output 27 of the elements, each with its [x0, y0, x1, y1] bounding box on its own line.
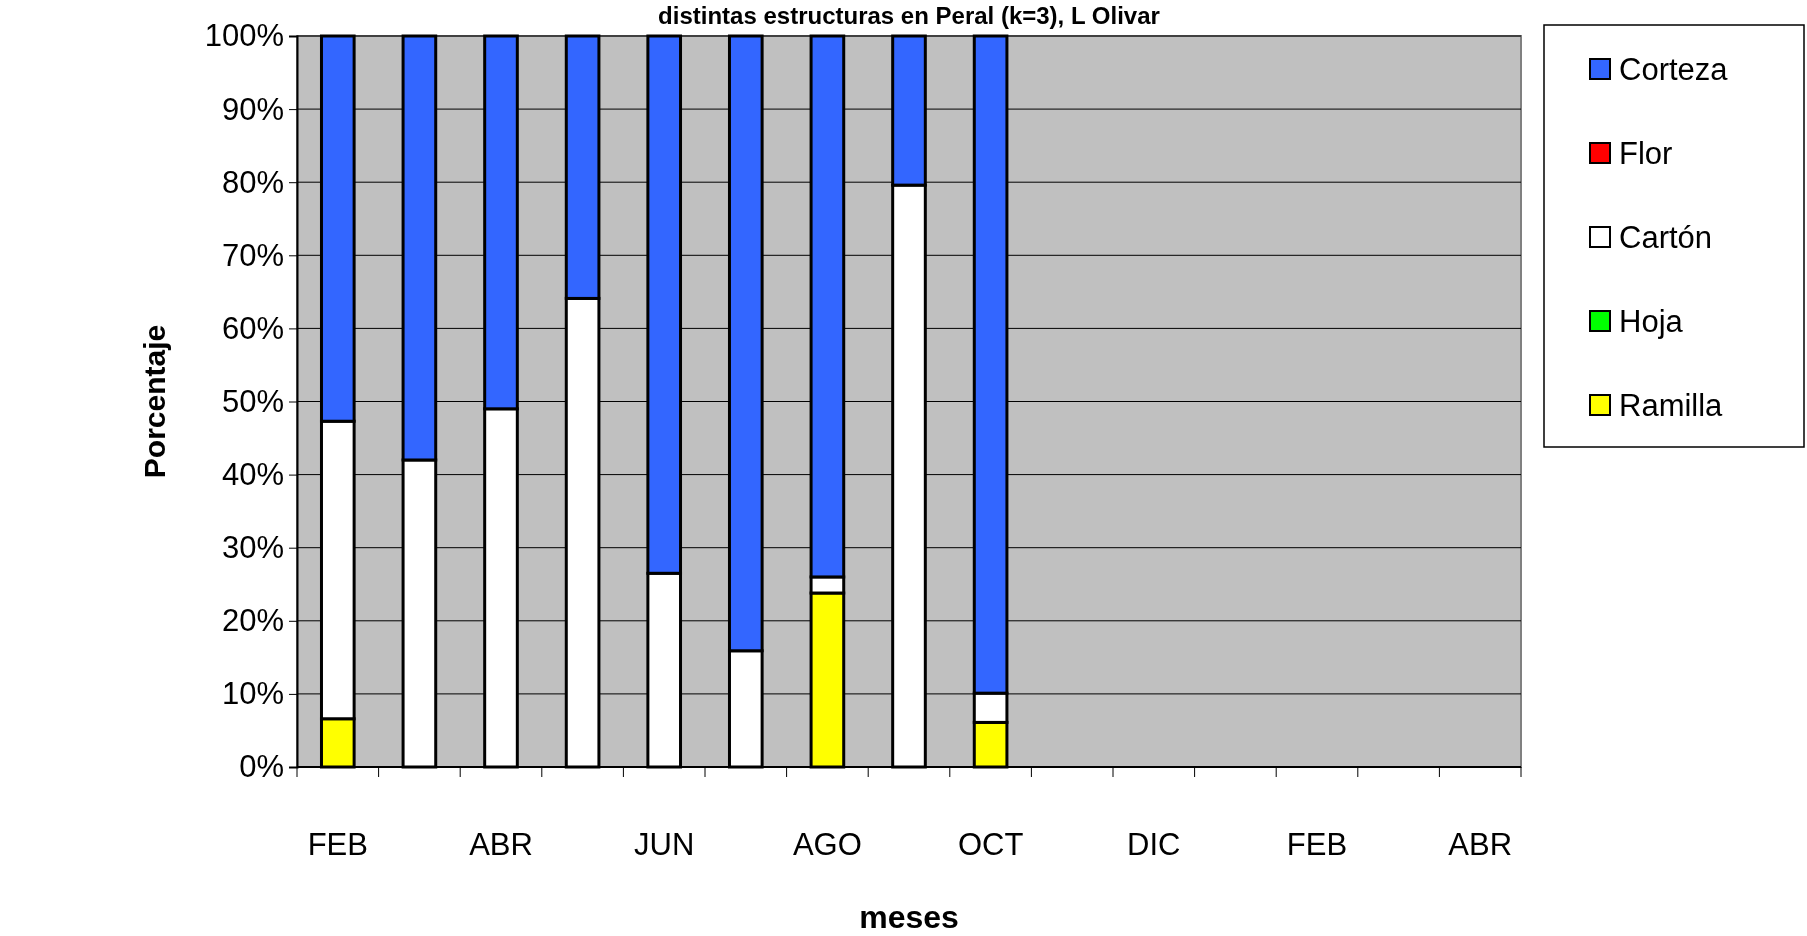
x-tick-label: JUN — [634, 827, 695, 862]
y-tick-label: 70% — [221, 237, 284, 273]
y-tick-label: 90% — [221, 91, 284, 127]
x-tick-label: DIC — [1127, 827, 1181, 862]
x-tick-label: FEB — [307, 827, 368, 862]
y-tick-label: 60% — [221, 310, 284, 346]
x-tick-label: FEB — [1286, 827, 1348, 862]
x-tick-label: OCT — [957, 827, 1024, 862]
legend-label: Cartón — [1619, 220, 1713, 255]
y-tick-label: 40% — [221, 457, 284, 493]
y-tick-label: 50% — [221, 383, 284, 419]
chart-title: distintas estructuras en Peral (k=3), L Olivar — [658, 2, 1160, 29]
x-axis-title: meses — [859, 899, 959, 935]
y-tick-label: 20% — [221, 603, 284, 639]
y-tick-label: 0% — [239, 749, 284, 785]
y-tick-label: 100% — [204, 18, 284, 54]
legend-label: Ramilla — [1619, 388, 1724, 423]
y-tick-label: 30% — [221, 530, 284, 566]
x-tick-label: AGO — [792, 827, 862, 862]
legend-label: Flor — [1619, 136, 1673, 171]
legend-label: Corteza — [1619, 52, 1729, 87]
y-axis-title: Porcentaje — [138, 324, 171, 479]
x-tick-label: ABR — [469, 827, 533, 862]
y-tick-label: 80% — [221, 164, 284, 200]
legend-label: Hoja — [1619, 304, 1684, 339]
y-tick-label: 10% — [221, 676, 284, 712]
x-tick-label: ABR — [1448, 827, 1513, 862]
